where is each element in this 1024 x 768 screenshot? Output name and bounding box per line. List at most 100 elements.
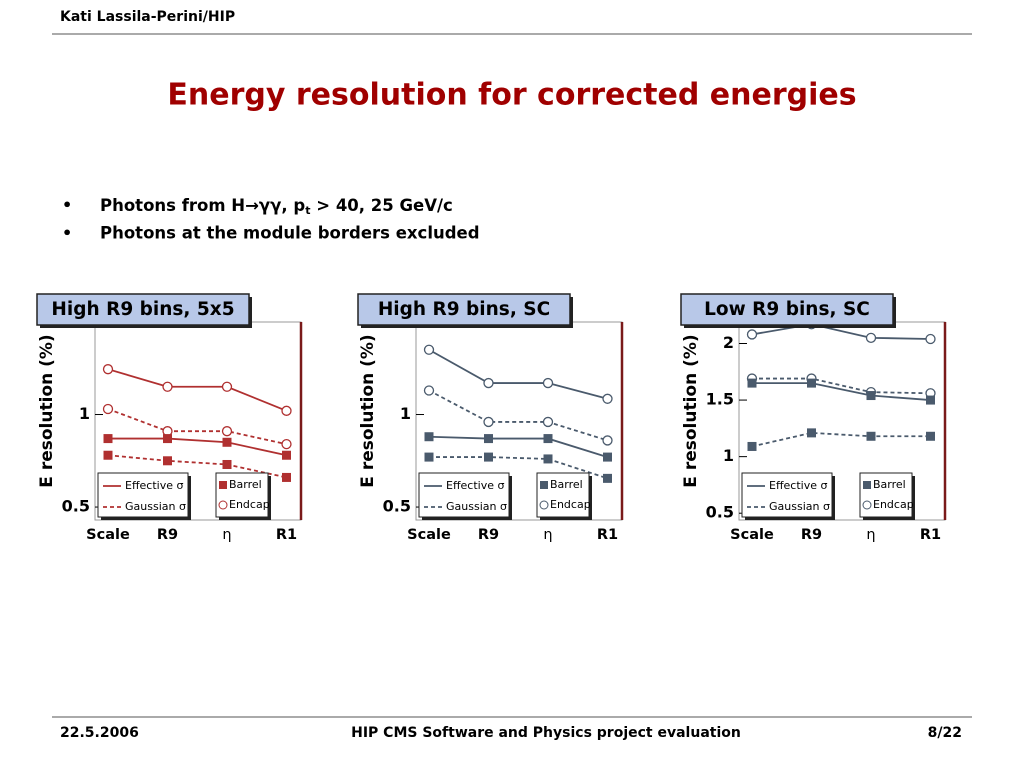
legend-label: Barrel — [229, 478, 262, 491]
marker-square — [926, 431, 935, 441]
y-tick-label: 1 — [400, 404, 411, 423]
marker-square — [484, 434, 493, 444]
bullet: Photons at the module borders excluded — [100, 224, 480, 243]
legend-label: Endcap — [229, 498, 270, 511]
y-axis-label: E resolution (%) — [681, 334, 701, 487]
bullet-dot: • — [62, 196, 72, 215]
chart: 0.5 1 1.5 2 Scale R9 η R1 E resolution (%) Effect… — [680, 293, 947, 543]
header-author: Kati Lassila-Perini/HIP — [60, 9, 235, 25]
marker-circle — [542, 377, 554, 389]
marker-circle — [483, 377, 494, 389]
series-line — [751, 431, 931, 448]
marker-square — [222, 437, 232, 447]
marker-square — [484, 452, 493, 462]
y-tick-label: 1 — [723, 446, 734, 465]
marker-square — [282, 450, 291, 460]
marker-circle — [102, 364, 114, 375]
marker-square — [282, 472, 291, 482]
bullet-sub: t — [305, 204, 310, 217]
legend-box — [741, 472, 833, 518]
marker-circle — [925, 333, 936, 345]
marker-square — [424, 452, 434, 462]
marker-circle — [423, 344, 435, 355]
marker-circle — [602, 393, 613, 404]
legend-box — [215, 472, 269, 518]
marker-square — [103, 450, 113, 460]
y-tick-label: 1.5 — [706, 390, 734, 409]
series-line — [751, 323, 931, 340]
marker-square — [926, 395, 935, 405]
legend-square — [219, 481, 227, 489]
legend-circle — [862, 500, 872, 510]
bullet: Photons from H→γγ, pt > 40, 25 GeV/c — [100, 196, 453, 218]
x-tick-label: R1 — [276, 527, 297, 543]
legend-circle — [539, 500, 549, 510]
marker-circle — [746, 329, 758, 340]
y-axis-label: E resolution (%) — [358, 334, 378, 487]
marker-square — [163, 456, 172, 466]
series-line — [108, 437, 287, 457]
series-line — [107, 408, 287, 446]
y-tick-label: 1 — [79, 404, 90, 423]
title-box — [36, 293, 250, 326]
footer-event: HIP CMS Software and Physics project eva… — [351, 725, 741, 741]
bullet-text: > 40, 25 GeV/c — [311, 196, 453, 215]
marker-square — [603, 473, 612, 483]
marker-circle — [483, 416, 494, 428]
legend-square — [863, 481, 871, 489]
y-axis-label: E resolution (%) — [37, 334, 57, 487]
x-tick-label: Scale — [407, 527, 451, 543]
series-line — [428, 348, 608, 400]
chart: 0.5 1 Scale R9 η R1 E resolution (%) Effective … — [357, 293, 624, 543]
marker-circle — [281, 438, 292, 450]
legend-circle — [218, 500, 228, 510]
legend-label: Gaussian σ — [446, 500, 507, 513]
legend-label: Endcap — [873, 498, 914, 511]
marker-square — [603, 452, 612, 462]
marker-square — [747, 441, 757, 451]
marker-circle — [542, 416, 554, 428]
series-line — [107, 368, 287, 412]
x-tick-label: Scale — [730, 527, 774, 543]
legend-label: Effective σ — [125, 479, 183, 492]
marker-square — [103, 434, 113, 444]
legend-label: Effective σ — [446, 479, 504, 492]
y-tick-label: 0.5 — [62, 497, 90, 516]
legend-label: Barrel — [550, 478, 583, 491]
y-tick-label: 0.5 — [706, 503, 734, 522]
x-tick-label: η — [543, 527, 552, 543]
legend-box — [97, 472, 189, 518]
marker-square — [543, 434, 553, 444]
marker-circle — [281, 405, 292, 416]
marker-circle — [423, 385, 435, 396]
y-tick-label: 0.5 — [383, 497, 411, 516]
footer-date: 22.5.2006 — [60, 725, 139, 741]
legend-box — [536, 472, 590, 518]
legend-box — [418, 472, 510, 518]
x-tick-label: Scale — [86, 527, 130, 543]
chart-title: High R9 bins, SC — [378, 299, 550, 320]
x-tick-label: η — [866, 527, 875, 543]
marker-circle — [865, 332, 877, 343]
marker-circle — [162, 381, 173, 392]
bullet-text: Photons from H→γγ, p — [100, 196, 305, 215]
legend-label: Gaussian σ — [125, 500, 186, 513]
series-line — [428, 389, 608, 442]
marker-circle — [602, 435, 613, 446]
x-tick-label: η — [222, 527, 231, 543]
legend-label: Gaussian σ — [769, 500, 830, 513]
series-line — [428, 435, 608, 458]
marker-circle — [221, 381, 233, 392]
x-tick-label: R1 — [920, 527, 941, 543]
x-tick-label: R9 — [801, 527, 822, 543]
marker-square — [807, 378, 816, 388]
marker-square — [163, 434, 172, 444]
marker-square — [747, 378, 757, 388]
marker-square — [866, 391, 876, 401]
marker-circle — [221, 426, 233, 437]
series-line — [752, 382, 931, 401]
legend-label: Barrel — [873, 478, 906, 491]
series-line — [429, 456, 608, 480]
